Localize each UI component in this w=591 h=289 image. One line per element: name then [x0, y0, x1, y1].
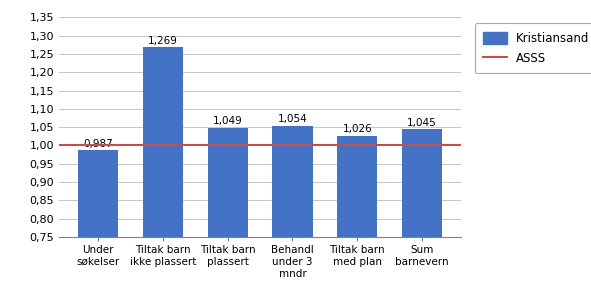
Text: 0,987: 0,987 — [83, 139, 113, 149]
Bar — [78, 150, 118, 289]
Bar — [142, 47, 183, 289]
Legend: Kristiansand, ASSS: Kristiansand, ASSS — [475, 23, 591, 73]
Bar — [337, 136, 378, 289]
Text: 1,049: 1,049 — [213, 116, 242, 126]
Bar — [207, 127, 248, 289]
Text: 1,269: 1,269 — [148, 36, 178, 46]
Bar — [272, 126, 313, 289]
Text: 1,045: 1,045 — [407, 118, 437, 127]
Text: 1,026: 1,026 — [342, 125, 372, 134]
Bar — [402, 129, 442, 289]
Text: 1,054: 1,054 — [278, 114, 307, 124]
